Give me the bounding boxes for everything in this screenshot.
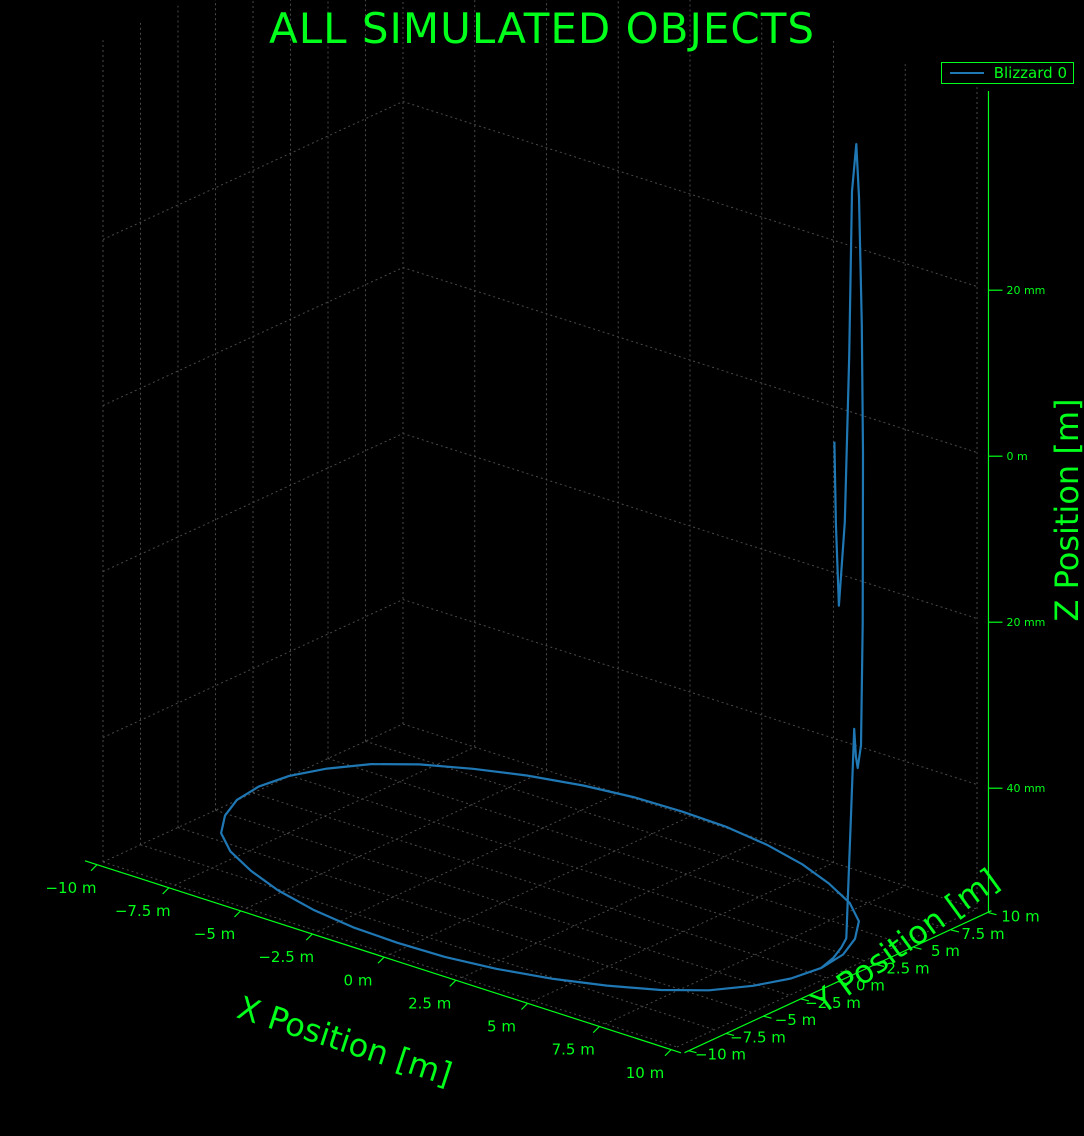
grid-lines <box>102 0 978 1048</box>
z-axis-label: Z Position [m] <box>1048 399 1084 622</box>
y-tick-label-1: −7.5 m <box>730 1028 786 1046</box>
floor-grid-x-6 <box>533 862 834 1002</box>
y-tick-label-7: 7.5 m <box>961 925 1004 943</box>
x-tick-label-0: −10 m <box>45 879 96 897</box>
series-line-blizzard-0 <box>220 143 865 992</box>
y-tick-6 <box>913 946 922 950</box>
x-tick-label-7: 7.5 m <box>552 1041 595 1059</box>
y-tick-1 <box>725 1032 735 1037</box>
x-tick-label-3: −2.5 m <box>258 948 314 966</box>
y-tick-3 <box>800 998 810 1002</box>
legend-label-blizzard-0: Blizzard 0 <box>993 64 1067 82</box>
x-tick-8 <box>664 1049 672 1057</box>
z-tick-label-2: 0 m <box>1006 450 1027 463</box>
x-tick-1 <box>162 887 170 895</box>
x-tick-label-4: 0 m <box>344 971 373 989</box>
x-tick-4 <box>377 956 385 964</box>
x-tick-5 <box>449 979 457 987</box>
floor-grid-y-3 <box>215 809 790 996</box>
floor-grid-y-2 <box>177 827 753 1013</box>
floor-grid-x-8 <box>676 908 978 1048</box>
legend: Blizzard 0 <box>940 62 1074 84</box>
y-tick-8 <box>988 912 997 916</box>
x-tick-label-1: −7.5 m <box>115 902 171 920</box>
y-tick-label-6: 5 m <box>931 942 960 960</box>
x-tick-label-2: −5 m <box>194 925 236 943</box>
axis-labels: −10 m−7.5 m−5 m−2.5 m0 m2.5 m5 m7.5 m10 … <box>45 284 1084 1093</box>
y-tick-0 <box>688 1050 697 1054</box>
floor-grid-y-7 <box>365 740 940 927</box>
x-tick-label-6: 5 m <box>487 1018 516 1036</box>
floor-grid-y-1 <box>140 844 715 1031</box>
x-tick-2 <box>234 910 241 918</box>
x-tick-0 <box>90 864 98 872</box>
floor-grid-y-6 <box>327 758 903 944</box>
y-tick-label-0: −10 m <box>695 1046 746 1064</box>
wall-grid-h-3 <box>102 100 978 287</box>
x-tick-label-8: 10 m <box>626 1064 664 1082</box>
x-tick-6 <box>521 1003 528 1010</box>
floor-grid-y-0 <box>102 861 678 1048</box>
floor-grid-y-5 <box>290 775 865 962</box>
series-layer <box>220 143 865 992</box>
axes <box>84 91 1003 1057</box>
y-tick-label-5: 2.5 m <box>886 959 929 977</box>
y-tick-label-2: −5 m <box>775 1011 817 1029</box>
x-tick-7 <box>592 1026 600 1034</box>
z-tick-label-3: 20 mm <box>1006 284 1045 297</box>
y-tick-label-4: 0 m <box>856 977 885 995</box>
y-tick-5 <box>875 963 885 968</box>
y-axis-line <box>684 910 992 1054</box>
z-tick-label-1: 20 mm <box>1006 616 1045 629</box>
wall-grid-h-0 <box>102 598 978 785</box>
y-tick-7 <box>950 929 960 933</box>
chart-title: ALL SIMULATED OBJECTS <box>268 4 816 53</box>
y-tick-4 <box>838 981 847 985</box>
y-tick-2 <box>763 1015 772 1019</box>
legend-swatch-blizzard-0 <box>949 72 984 74</box>
floor-grid-x-7 <box>605 885 906 1025</box>
y-tick-label-3: −2.5 m <box>805 994 861 1012</box>
wall-grid-h-1 <box>102 432 978 619</box>
x-tick-label-5: 2.5 m <box>408 994 451 1012</box>
wall-grid-h-2 <box>102 266 978 453</box>
floor-grid-y-4 <box>252 792 828 979</box>
x-axis-line <box>84 860 682 1054</box>
z-tick-label-0: 40 mm <box>1006 782 1045 795</box>
x-tick-3 <box>305 933 313 941</box>
y-tick-label-8: 10 m <box>1001 908 1039 926</box>
